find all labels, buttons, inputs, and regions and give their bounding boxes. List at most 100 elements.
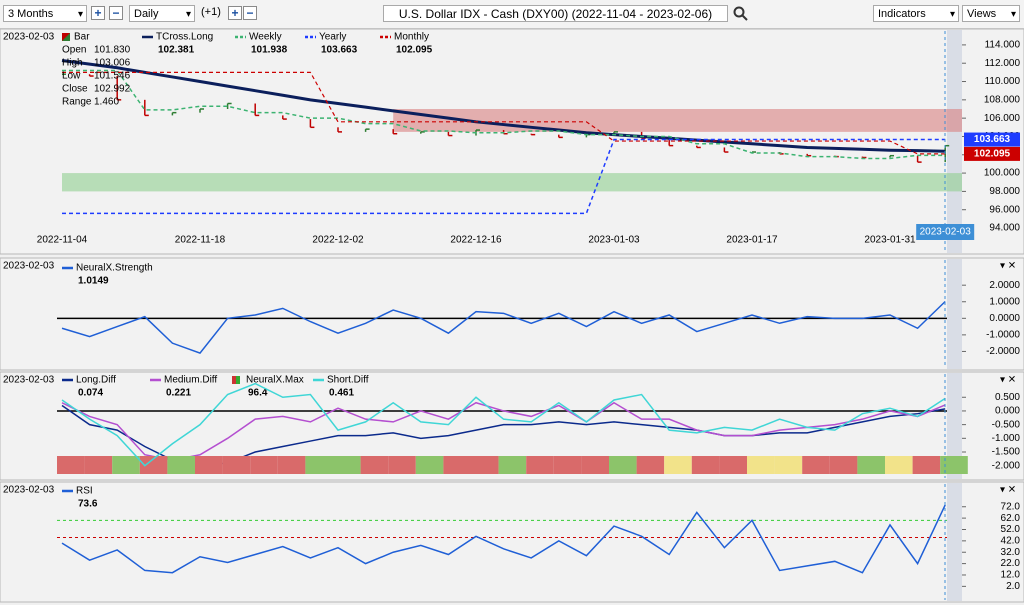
signal-cell <box>636 456 665 474</box>
price-bar <box>309 119 315 129</box>
ohlc-value: 103.006 <box>94 58 131 69</box>
pane-date: 2023-02-03 <box>3 375 55 386</box>
series-line <box>61 504 946 574</box>
pane-controls[interactable]: ▾ ✕ <box>1000 485 1016 496</box>
series-line <box>61 58 946 153</box>
signal-cell <box>222 456 251 474</box>
y-tick-label: -1.500 <box>992 447 1021 458</box>
price-bar <box>199 108 204 113</box>
price-bar <box>88 74 94 77</box>
y-tick-label: -0.500 <box>992 419 1021 430</box>
signal-cell <box>333 456 361 474</box>
search-icon[interactable] <box>733 6 749 22</box>
signal-cell <box>747 456 775 474</box>
offset: (+1) <box>201 6 221 18</box>
legend-icon <box>232 376 236 384</box>
future-strip <box>947 30 962 253</box>
future-strip <box>947 373 962 479</box>
signal-cell <box>912 456 941 474</box>
signal-cell <box>139 456 168 474</box>
legend-name: NeuralX.Max <box>246 375 304 386</box>
price-bar <box>447 131 453 137</box>
signal-cell <box>581 456 609 474</box>
ohlc-label: Open <box>62 45 86 56</box>
y-tick-label: 12.0 <box>1001 570 1021 581</box>
legend-value: 102.095 <box>396 45 433 56</box>
signal-cell <box>802 456 830 474</box>
y-tick-label: 1.0000 <box>989 296 1020 307</box>
pane-controls[interactable]: ▾ ✕ <box>1000 375 1016 386</box>
legend-name: Monthly <box>394 32 429 43</box>
charts: 2023-02-03 94.000 96.000 98.000 100.000 102.0… <box>0 28 1024 603</box>
y-tick-label: 42.0 <box>1001 536 1021 547</box>
signal-cell <box>498 456 527 474</box>
views-button[interactable]: Views <box>962 5 1020 23</box>
ohlc-label: High <box>62 58 83 69</box>
signal-cell <box>57 456 85 474</box>
legend-name: Long.Diff <box>76 375 116 386</box>
price-bar <box>337 127 342 133</box>
interval-select[interactable]: Daily <box>129 5 195 23</box>
price-bar <box>364 128 370 132</box>
symbol-box[interactable]: U.S. Dollar IDX - Cash (DXY00) (2022-11-… <box>383 5 728 22</box>
signal-cell <box>84 456 113 474</box>
signal-cell <box>609 456 637 474</box>
y-tick-label: 22.0 <box>1001 558 1021 569</box>
legend-name: TCross.Long <box>156 32 213 43</box>
y-tick-label: -1.0000 <box>986 330 1020 341</box>
ohlc-value: 1.460 <box>94 97 119 108</box>
offset-plus[interactable]: + <box>228 6 242 20</box>
plot-area <box>57 483 962 601</box>
y-tick-label: 32.0 <box>1001 547 1021 558</box>
zoom-out[interactable]: − <box>109 6 123 20</box>
price-tag-label: 103.663 <box>974 134 1011 145</box>
legend-value: 73.6 <box>78 499 98 510</box>
y-tick-label: 2.0 <box>1006 581 1020 592</box>
y-tick-label: 100.000 <box>984 168 1021 179</box>
legend-name: Bar <box>74 32 90 43</box>
signal-cell <box>443 456 471 474</box>
signal-cell <box>940 456 968 474</box>
signal-cell <box>719 456 747 474</box>
price-bar <box>806 153 812 157</box>
signal-cell <box>774 456 803 474</box>
signal-cell <box>195 456 223 474</box>
ohlc-value: 101.546 <box>94 71 131 82</box>
y-tick-label: 98.000 <box>989 186 1020 197</box>
price-bar <box>558 134 563 139</box>
range-select[interactable]: 3 Months <box>3 5 87 23</box>
price-bar <box>392 129 398 135</box>
pane-controls[interactable]: ▾ ✕ <box>1000 261 1016 272</box>
x-tick-label: 2023-01-31 <box>864 235 916 246</box>
signal-cell <box>388 456 416 474</box>
signal-cell <box>415 456 444 474</box>
price-bar <box>144 99 149 117</box>
legend-value: 96.4 <box>248 388 268 399</box>
signal-cell <box>885 456 913 474</box>
signal-cell <box>526 456 554 474</box>
y-tick-label: 62.0 <box>1001 513 1021 524</box>
price-bar <box>254 103 260 117</box>
y-tick-label: 2.0000 <box>989 280 1020 291</box>
y-tick-label: 96.000 <box>989 204 1020 215</box>
series-line <box>62 71 946 155</box>
legend-name: Medium.Diff <box>164 375 217 386</box>
legend-value: 0.074 <box>78 388 103 399</box>
pane-date: 2023-02-03 <box>3 32 55 43</box>
offset-minus[interactable]: − <box>243 6 257 20</box>
legend-name: Weekly <box>249 32 282 43</box>
zone <box>393 108 962 132</box>
indicators-button[interactable]: Indicators <box>873 5 959 23</box>
y-tick-label: 94.000 <box>989 223 1020 234</box>
x-tick-label: 2022-12-02 <box>312 235 364 246</box>
legend-icon <box>236 376 240 384</box>
legend-value: 1.0149 <box>78 276 109 287</box>
signal-cell <box>553 456 582 474</box>
ohlc-value: 102.992 <box>94 84 131 95</box>
y-tick-label: 0.500 <box>995 392 1020 403</box>
signal-cell <box>277 456 306 474</box>
ohlc-label: Low <box>62 71 81 82</box>
zoom-in[interactable]: + <box>91 6 105 20</box>
y-tick-label: 110.000 <box>985 76 1021 87</box>
